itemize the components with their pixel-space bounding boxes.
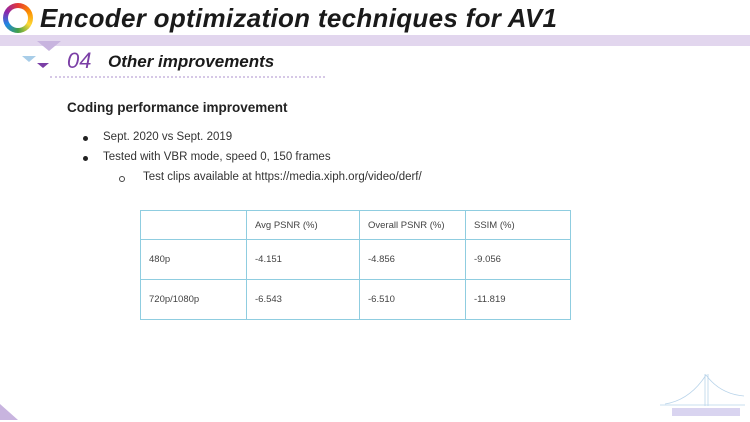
table-row: 720p/1080p -6.543 -6.510 -11.819 [140, 279, 571, 320]
conference-logo [3, 3, 33, 33]
table-cell: 480p [140, 239, 247, 280]
table-row: 480p -4.151 -4.856 -9.056 [140, 239, 571, 280]
table-header-row: Avg PSNR (%) Overall PSNR (%) SSIM (%) [140, 210, 571, 240]
table-cell: -6.510 [359, 279, 466, 320]
triangle-decoration [22, 56, 36, 62]
table-cell: -4.856 [359, 239, 466, 280]
bullet-text: Sept. 2020 vs Sept. 2019 [103, 131, 233, 143]
table-cell: -11.819 [465, 279, 571, 320]
content-heading: Coding performance improvement [67, 100, 288, 115]
table-header [140, 210, 247, 240]
bullet-icon [83, 156, 88, 161]
bullet-icon [83, 136, 88, 141]
triangle-decoration [37, 41, 61, 51]
bridge-logo [660, 374, 745, 416]
results-table: Avg PSNR (%) Overall PSNR (%) SSIM (%) 4… [140, 210, 571, 320]
dotted-divider [50, 76, 325, 78]
table-header: Avg PSNR (%) [246, 210, 360, 240]
sub-bullet-icon [119, 176, 125, 182]
header-bar [0, 35, 750, 46]
table-header: Overall PSNR (%) [359, 210, 466, 240]
section-title: Other improvements [108, 52, 275, 71]
corner-triangle-decoration [0, 404, 18, 420]
section-number: 04 [67, 48, 92, 73]
slide-title: Encoder optimization techniques for AV1 [40, 3, 558, 33]
table-header: SSIM (%) [465, 210, 571, 240]
bullet-text: Tested with VBR mode, speed 0, 150 frame… [103, 151, 331, 163]
table-cell: 720p/1080p [140, 279, 247, 320]
table-cell: -6.543 [246, 279, 360, 320]
sub-bullet-text: Test clips available at https://media.xi… [143, 171, 422, 183]
table-cell: -4.151 [246, 239, 360, 280]
table-cell: -9.056 [465, 239, 571, 280]
triangle-decoration [37, 63, 49, 68]
